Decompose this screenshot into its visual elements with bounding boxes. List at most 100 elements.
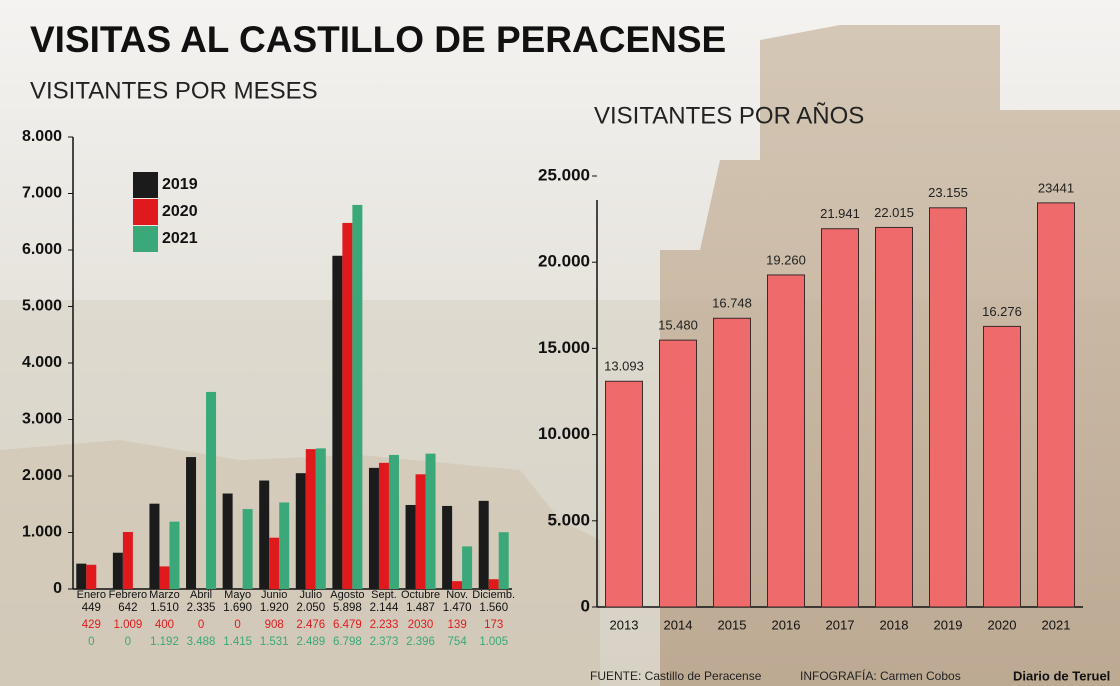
y-tick-label: 15.000 [538,338,590,357]
chart-title: VISITANTES POR MESES [30,77,318,104]
x-tick-label: 2020 [988,617,1017,632]
value-label: 6.479 [333,619,362,631]
value-label: 173 [484,619,503,631]
bar [875,226,913,608]
value-label: 1.415 [223,636,252,648]
x-tick-label: Abril [190,589,212,601]
y-tick-label: 25.000 [538,165,590,184]
chart-title: VISITANTES POR AÑOS [594,102,864,129]
x-tick-label: 2018 [880,617,909,632]
value-label: 2.233 [370,619,399,631]
bar [462,546,473,589]
x-tick-label: 2013 [610,617,639,632]
bar [332,255,343,589]
x-tick-label: Julio [299,589,322,601]
value-label: 1.009 [113,619,142,631]
value-label: 13.093 [604,359,644,374]
value-label: 21.941 [820,206,860,221]
bar [169,521,180,589]
x-tick-label: Marzo [149,589,180,601]
source: FUENTE: Castillo de Peracense [590,669,762,683]
value-label: 2.335 [187,602,216,614]
value-label: 1.920 [260,602,289,614]
bar [269,537,280,589]
bar [242,509,253,589]
bar [279,502,290,589]
value-label: 429 [82,619,101,631]
x-tick-label: 2019 [934,617,963,632]
value-label: 2.489 [296,636,325,648]
credit: INFOGRAFÍA: Carmen Cobos [800,668,961,683]
value-label: 0 [88,636,94,648]
bar [929,207,967,608]
legend-swatch [133,226,158,252]
bar [478,500,489,589]
value-label: 16.276 [982,304,1022,319]
legend-swatch [133,199,158,225]
value-label: 1.690 [223,602,252,614]
value-label: 23441 [1038,180,1074,195]
y-tick-label: 20.000 [538,252,590,271]
value-label: 0 [125,636,131,648]
x-tick-label: Nov. [446,589,468,601]
value-label: 22.015 [874,205,914,220]
x-tick-label: 2021 [1042,617,1071,632]
bar [1037,202,1075,608]
value-label: 1.005 [479,636,508,648]
value-label: 1.510 [150,602,179,614]
bar [305,449,316,589]
bar [378,462,389,589]
x-tick-label: 2017 [826,617,855,632]
value-label: 1.192 [150,636,179,648]
bar [122,531,133,589]
bar [605,380,643,608]
value-label: 1.531 [260,636,289,648]
y-tick-label: 7.000 [22,185,62,202]
value-label: 400 [155,619,174,631]
value-label: 0 [234,619,240,631]
bar [259,480,270,589]
bar [425,453,436,589]
value-label: 0 [198,619,204,631]
bar [415,474,426,589]
bar [368,467,379,589]
bar [159,566,170,589]
bar [488,579,499,589]
y-tick-label: 1.000 [22,524,62,541]
x-tick-label: Diciemb. [472,589,515,601]
value-label: 2.373 [370,636,399,648]
value-label: 2.050 [296,602,325,614]
bar [342,222,353,589]
brand: Diario de Teruel [1013,668,1110,683]
x-tick-label: 2016 [772,617,801,632]
value-label: 5.898 [333,602,362,614]
legend-label: 2020 [162,203,198,220]
bar [388,454,399,589]
bar [315,448,326,589]
bar [659,339,697,608]
x-tick-label: 2015 [718,617,747,632]
legend-swatch [133,172,158,198]
x-tick-label: Sept. [371,589,397,601]
y-tick-label: 5.000 [22,298,62,315]
value-label: 1.560 [479,602,508,614]
bar [498,532,509,589]
main-title: VISITAS AL CASTILLO DE PERACENSE [30,19,726,60]
bar [295,473,306,589]
bar [352,204,363,589]
value-label: 15.480 [658,318,698,333]
x-tick-label: 2014 [664,617,693,632]
legend-label: 2019 [162,176,198,193]
value-label: 754 [448,636,468,648]
bar [767,274,805,608]
y-tick-label: 3.000 [22,411,62,428]
y-tick-label: 5.000 [547,510,590,529]
bar [713,317,751,608]
bar [186,457,197,589]
bar [821,228,859,608]
value-label: 642 [118,602,137,614]
value-label: 449 [82,602,101,614]
bar [149,503,160,589]
value-label: 2030 [408,619,434,631]
